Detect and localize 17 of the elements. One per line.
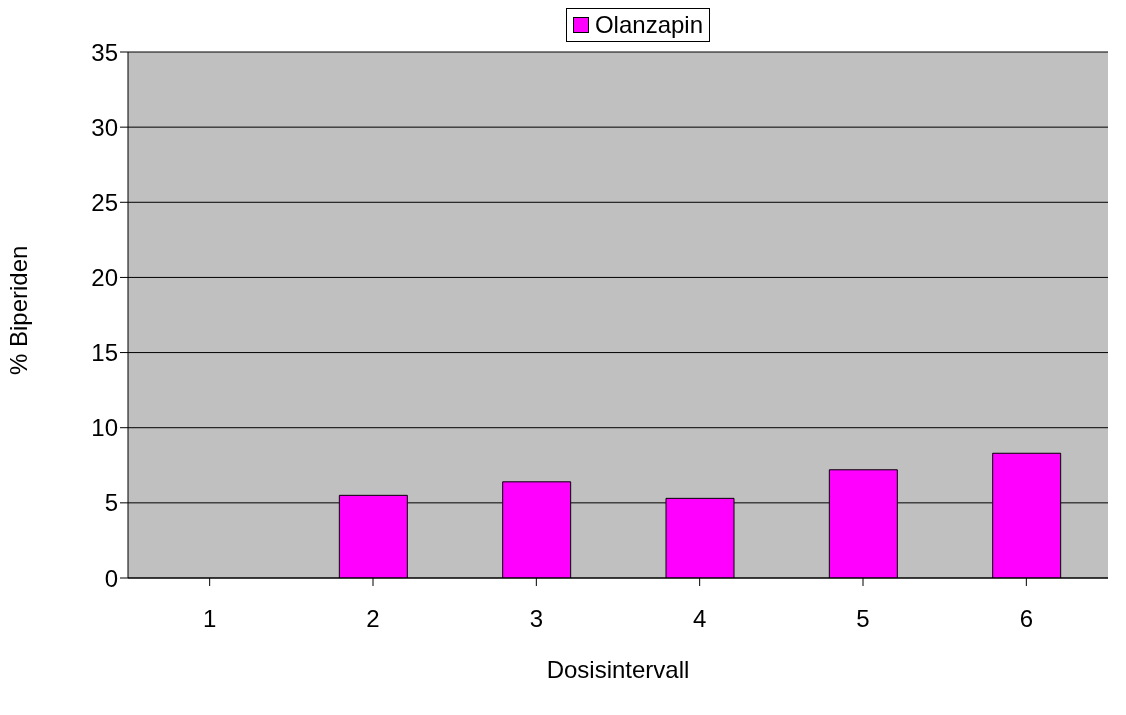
legend-label: Olanzapin — [593, 11, 704, 39]
y-axis-title: % Biperiden — [4, 245, 32, 375]
y-tick-label: 5 — [104, 489, 118, 517]
x-tick-label: 3 — [529, 605, 544, 633]
x-tick-label: 2 — [366, 605, 380, 633]
x-tick-label: 1 — [202, 605, 217, 633]
y-tick-label: 15 — [91, 339, 118, 367]
y-tick-label: 10 — [91, 414, 118, 442]
x-tick-label: 6 — [1019, 605, 1034, 633]
x-axis-title: Dosisintervall — [546, 656, 690, 683]
x-tick-label: 4 — [692, 605, 707, 633]
y-tick-label: 35 — [91, 38, 118, 66]
y-tick-label: 20 — [91, 263, 118, 291]
x-tick-label: 5 — [856, 605, 870, 633]
y-tick-label: 0 — [104, 564, 118, 592]
y-tick-label: 25 — [91, 188, 118, 216]
y-tick-label: 30 — [91, 113, 118, 141]
